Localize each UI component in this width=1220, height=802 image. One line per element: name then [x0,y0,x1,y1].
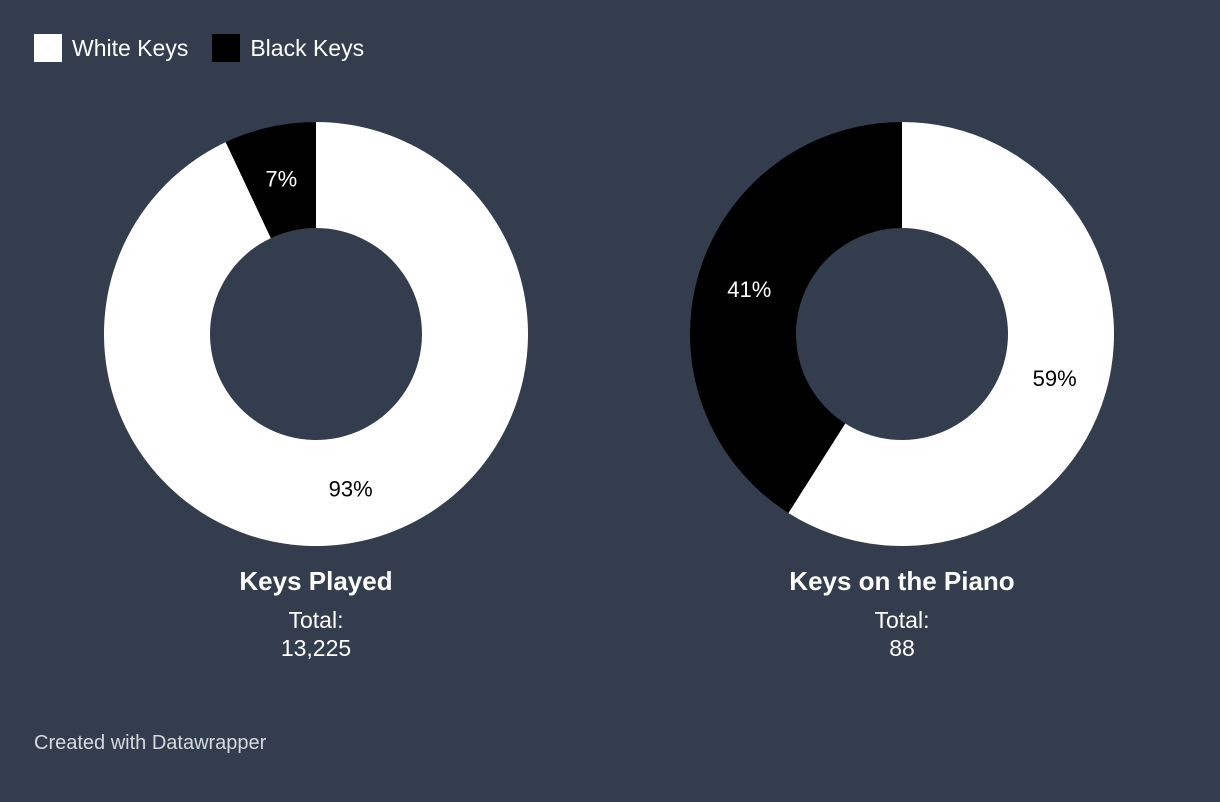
donut-keys-played: 93% 7% [103,122,528,546]
total-label: Total: [874,607,930,633]
slice-keys-on-piano-white-keys [788,122,1114,546]
total-value: 88 [889,635,915,661]
donut-keys-on-piano: 59% 41% [689,122,1114,546]
slice-label-keys-on-piano-black-keys: 41% [727,277,771,302]
slice-keys-played-white-keys [103,122,528,546]
chart-total-keys-on-piano: Total: 88 [672,606,1132,662]
chart-total-keys-played: Total: 13,225 [86,606,546,662]
legend-label-white-keys: White Keys [72,35,189,61]
chart-title-keys-played: Keys Played [239,566,393,596]
slice-keys-on-piano-black-keys [689,122,902,513]
legend-swatch-black-keys [212,34,241,62]
slice-keys-played-black-keys [225,122,316,239]
legend-item-black-keys: Black Keys [212,34,364,62]
legend: White Keys Black Keys [34,34,364,62]
slice-label-keys-played-black-keys: 7% [265,166,297,191]
total-label: Total: [288,607,344,633]
slice-label-keys-played-white-keys: 93% [329,477,373,502]
slice-label-keys-on-piano-white-keys: 59% [1033,366,1077,391]
chart-title-keys-on-piano: Keys on the Piano [789,566,1015,596]
total-value: 13,225 [280,635,352,661]
legend-swatch-white-keys [34,34,62,62]
legend-item-white-keys: White Keys [34,34,188,62]
legend-label-black-keys: Black Keys [250,35,365,61]
footer-credit: Created with Datawrapper [34,732,267,754]
